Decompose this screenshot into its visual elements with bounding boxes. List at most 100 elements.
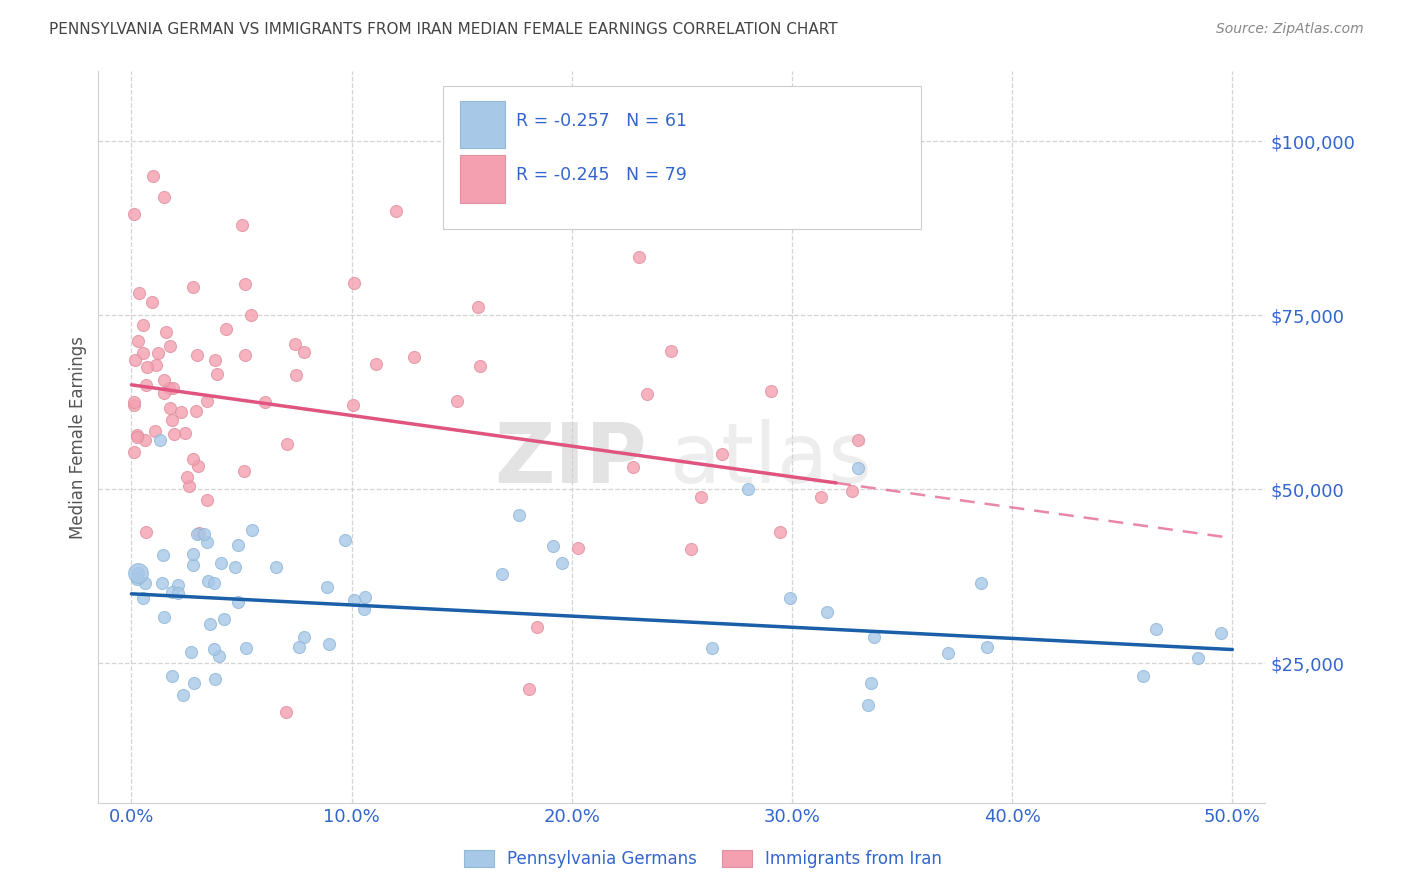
Point bbox=[550, 556, 572, 570]
Point bbox=[183, 280, 205, 294]
Point bbox=[131, 345, 153, 359]
Point bbox=[160, 669, 183, 683]
Point bbox=[342, 593, 364, 607]
Point bbox=[1144, 622, 1167, 636]
Point bbox=[292, 631, 315, 645]
Point bbox=[810, 490, 832, 504]
Text: ZIP: ZIP bbox=[495, 418, 647, 500]
Point bbox=[285, 368, 308, 383]
Point bbox=[226, 538, 249, 552]
Point bbox=[186, 348, 208, 362]
Point bbox=[212, 612, 235, 626]
Point bbox=[231, 218, 253, 232]
Point bbox=[689, 490, 711, 504]
Point bbox=[197, 574, 219, 588]
Point bbox=[508, 508, 530, 522]
Point bbox=[491, 566, 513, 581]
Point bbox=[162, 427, 184, 442]
Point bbox=[253, 394, 276, 409]
Text: R = -0.245   N = 79: R = -0.245 N = 79 bbox=[516, 166, 688, 185]
Point bbox=[157, 381, 180, 395]
Point bbox=[284, 336, 307, 351]
Point bbox=[188, 526, 211, 541]
Text: R = -0.257   N = 61: R = -0.257 N = 61 bbox=[516, 112, 688, 130]
Point bbox=[517, 682, 540, 697]
Point bbox=[195, 535, 218, 549]
Point bbox=[976, 640, 998, 655]
Point bbox=[181, 547, 204, 561]
Point bbox=[970, 575, 993, 590]
Point bbox=[226, 594, 249, 608]
Point bbox=[659, 343, 682, 358]
Point bbox=[204, 352, 226, 367]
Point bbox=[172, 688, 194, 702]
Point bbox=[145, 424, 167, 438]
Point bbox=[122, 398, 145, 412]
Point bbox=[195, 492, 218, 507]
Point bbox=[343, 277, 366, 291]
Point bbox=[124, 353, 146, 368]
Point bbox=[333, 533, 356, 548]
Point bbox=[180, 644, 202, 658]
Point bbox=[215, 322, 238, 336]
Point bbox=[135, 377, 157, 392]
Point bbox=[235, 640, 257, 655]
Point bbox=[195, 393, 218, 408]
Point bbox=[354, 590, 377, 604]
Point bbox=[779, 591, 801, 606]
Point bbox=[204, 673, 226, 687]
Point bbox=[862, 630, 884, 644]
Point bbox=[135, 525, 157, 540]
Point bbox=[159, 339, 181, 353]
Point bbox=[224, 560, 246, 574]
FancyBboxPatch shape bbox=[460, 101, 505, 148]
Point bbox=[187, 459, 209, 474]
Point bbox=[759, 384, 782, 398]
Point bbox=[127, 566, 149, 580]
Point bbox=[1132, 669, 1154, 683]
Point bbox=[150, 576, 173, 591]
Point bbox=[128, 286, 150, 301]
Point bbox=[125, 572, 148, 586]
Point bbox=[186, 527, 208, 541]
Point bbox=[122, 207, 145, 221]
Point bbox=[342, 398, 364, 412]
Legend: Pennsylvania Germans, Immigrants from Iran: Pennsylvania Germans, Immigrants from Ir… bbox=[457, 843, 949, 875]
Point bbox=[467, 301, 489, 315]
Point bbox=[148, 434, 170, 448]
Point bbox=[208, 648, 231, 663]
Point bbox=[127, 427, 149, 442]
Point bbox=[167, 578, 190, 592]
Point bbox=[204, 642, 226, 657]
Point bbox=[541, 539, 564, 553]
Point bbox=[710, 447, 733, 461]
Point bbox=[127, 566, 149, 580]
Point bbox=[142, 169, 165, 183]
Point bbox=[233, 464, 256, 478]
Point bbox=[162, 413, 184, 427]
Point bbox=[1209, 626, 1232, 640]
Text: PENNSYLVANIA GERMAN VS IMMIGRANTS FROM IRAN MEDIAN FEMALE EARNINGS CORRELATION C: PENNSYLVANIA GERMAN VS IMMIGRANTS FROM I… bbox=[49, 22, 838, 37]
Point bbox=[193, 527, 215, 541]
Point bbox=[209, 556, 232, 570]
Point bbox=[145, 358, 167, 372]
Point bbox=[169, 405, 191, 419]
Point bbox=[127, 430, 149, 444]
Point bbox=[183, 676, 205, 690]
FancyBboxPatch shape bbox=[443, 86, 921, 228]
Point bbox=[636, 386, 658, 401]
Point bbox=[136, 359, 159, 374]
Point bbox=[567, 541, 589, 555]
Point bbox=[162, 381, 184, 395]
Point bbox=[153, 373, 176, 387]
Point bbox=[402, 350, 425, 364]
Point bbox=[292, 345, 315, 359]
Point bbox=[769, 524, 792, 539]
Point bbox=[141, 295, 163, 310]
Text: Source: ZipAtlas.com: Source: ZipAtlas.com bbox=[1216, 22, 1364, 37]
Point bbox=[240, 308, 263, 322]
Point bbox=[207, 367, 229, 381]
Point bbox=[176, 470, 198, 484]
Point bbox=[134, 576, 156, 591]
Point bbox=[446, 394, 468, 409]
